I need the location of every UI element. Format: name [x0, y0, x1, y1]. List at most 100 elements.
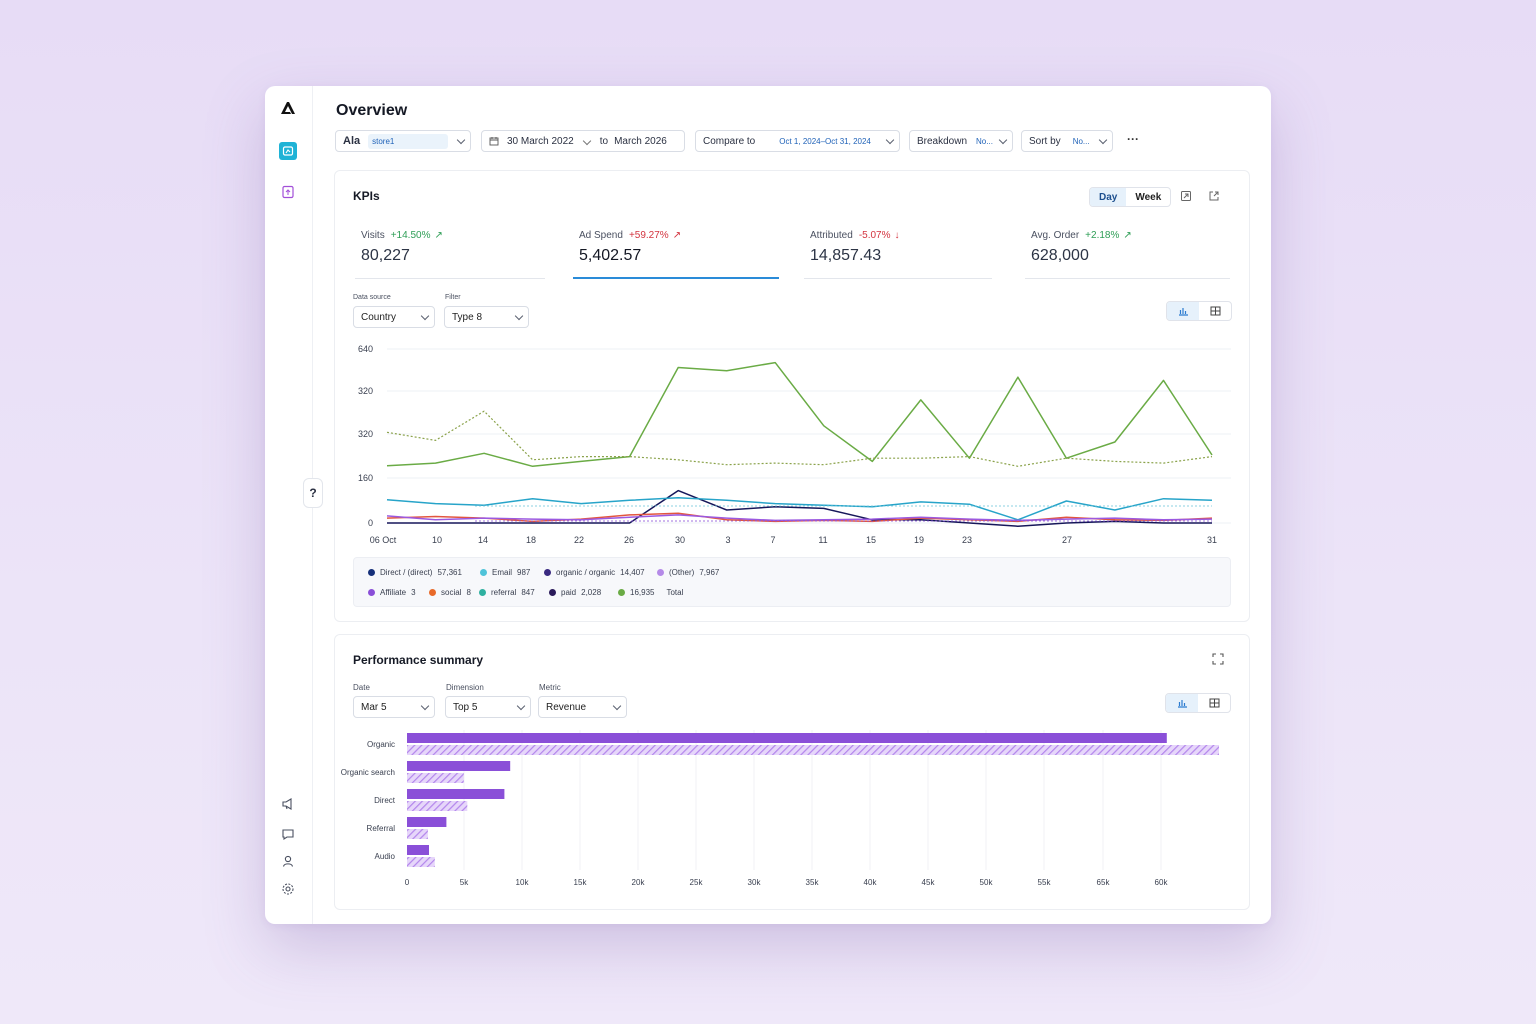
date-label: Date: [353, 683, 370, 692]
logo-icon[interactable]: [278, 98, 298, 118]
bar-current[interactable]: [407, 845, 429, 855]
week-button[interactable]: Week: [1135, 191, 1162, 203]
legend-value: 57,361: [437, 568, 462, 577]
legend-value: 3: [411, 588, 416, 597]
export-icon[interactable]: [1179, 189, 1193, 208]
kpi-value: 14,857.43: [810, 247, 882, 264]
series-line: [386, 496, 1213, 521]
date-select[interactable]: Mar 5: [353, 696, 435, 718]
reports-icon[interactable]: [278, 182, 298, 202]
bar-current[interactable]: [407, 733, 1167, 743]
table-view-icon[interactable]: [1199, 302, 1231, 320]
x-tick-label: 10: [432, 535, 442, 545]
kpi-value: 628,000: [1031, 247, 1089, 264]
breakdown-select[interactable]: Breakdown No...: [909, 130, 1013, 152]
x-tick-label: 20k: [632, 878, 646, 887]
calendar-icon: [489, 137, 499, 146]
kpi-attributed[interactable]: Attributed -5.07% ↓ 14,857.43: [804, 227, 992, 279]
x-tick-label: 60k: [1155, 878, 1169, 887]
x-tick-label: 25k: [690, 878, 704, 887]
bar-chart: 0 5k 10k 15k 20k 25k 30k 35k 40k 45k 50k 55k 65k 60k O…: [341, 730, 1219, 887]
gear-icon[interactable]: [278, 879, 298, 899]
more-options-button[interactable]: ···: [1127, 132, 1139, 146]
bar-current[interactable]: [407, 789, 505, 799]
dimension-select[interactable]: Top 5: [445, 696, 531, 718]
bar-current[interactable]: [407, 761, 511, 771]
x-tick-label: 55k: [1038, 878, 1052, 887]
legend-item[interactable]: Affiliate 3: [368, 588, 416, 597]
x-tick-label: 7: [770, 535, 775, 545]
x-tick-label: 40k: [864, 878, 878, 887]
kpi-ad-spend[interactable]: Ad Spend +59.27% ↗ 5,402.57: [573, 227, 779, 279]
data-source-select[interactable]: Country: [353, 306, 435, 328]
filter-select[interactable]: Type 8: [444, 306, 529, 328]
user-icon[interactable]: [278, 851, 298, 871]
compare-select[interactable]: Compare to Oct 1, 2024–Oct 31, 2024: [695, 130, 900, 152]
kpi-change: +59.27%: [628, 230, 669, 241]
dashboard-icon[interactable]: [279, 142, 297, 160]
legend-item[interactable]: Email 987: [480, 568, 530, 577]
metric-select[interactable]: Revenue: [538, 696, 627, 718]
legend-item[interactable]: referral 847: [479, 588, 535, 597]
y-tick-label: 0: [368, 518, 373, 528]
account-select[interactable]: Ala store1: [335, 130, 471, 152]
x-tick-label: 19: [914, 535, 924, 545]
bar-comparison[interactable]: [407, 773, 464, 783]
data-source-label: Data source: [353, 294, 391, 301]
open-external-icon[interactable]: [1207, 189, 1221, 208]
app-window: ? Overview Ala store1 30 March 2022 to M…: [265, 86, 1271, 924]
kpi-avg-order[interactable]: Avg. Order +2.18% ↗ 628,000: [1025, 227, 1230, 279]
legend-swatch: [479, 589, 486, 596]
bar-current[interactable]: [407, 817, 447, 827]
day-button[interactable]: Day: [1090, 188, 1127, 206]
table-view-icon[interactable]: [1198, 694, 1230, 712]
legend-item[interactable]: (Other) 7,967: [657, 568, 719, 577]
date-to: March 2026: [614, 135, 667, 147]
legend-item[interactable]: Direct / (direct) 57,361: [368, 568, 462, 577]
series-line: [386, 410, 1213, 467]
bar-comparison[interactable]: [407, 745, 1219, 755]
bar-comparison[interactable]: [407, 829, 428, 839]
date-from: 30 March 2022: [507, 135, 574, 147]
x-tick-label: 06 Oct: [370, 535, 397, 545]
kpis-title: KPIs: [353, 189, 380, 203]
y-tick-label: 320: [358, 386, 373, 396]
chat-icon[interactable]: [278, 824, 298, 844]
legend-swatch: [618, 589, 625, 596]
date-range-picker[interactable]: 30 March 2022 to March 2026: [481, 130, 685, 152]
legend-value: 8: [466, 588, 471, 597]
kpi-visits[interactable]: Visits +14.50% ↗ 80,227: [355, 227, 545, 279]
megaphone-icon[interactable]: [278, 794, 298, 814]
bar-comparison[interactable]: [407, 801, 468, 811]
category-label: Referral: [367, 824, 396, 833]
line-chart: 640 320 320 160 0 06 Oct 10 14 18 22 26 30 3 7 11 15 19 2…: [358, 344, 1231, 545]
x-tick-label: 35k: [806, 878, 820, 887]
date-value: Mar 5: [361, 701, 387, 713]
store-tag: store1: [368, 133, 449, 149]
dimension-label: Dimension: [446, 683, 484, 692]
bar-chart-view-icon[interactable]: [1166, 694, 1198, 712]
filter-label: Filter: [445, 294, 461, 301]
trend-up-icon: ↗: [1123, 230, 1132, 241]
series-line: [386, 514, 1213, 522]
legend-label: organic / organic: [556, 568, 616, 577]
sort-select[interactable]: Sort by No...: [1021, 130, 1113, 152]
legend-item[interactable]: social 8: [429, 588, 471, 597]
legend-item[interactable]: organic / organic 14,407: [544, 568, 645, 577]
category-label: Direct: [374, 796, 396, 805]
bar-comparison[interactable]: [407, 857, 435, 867]
fullscreen-icon[interactable]: [1212, 652, 1224, 670]
legend-item[interactable]: 16,935 Total: [618, 588, 683, 597]
x-tick-label: 31: [1207, 535, 1217, 545]
help-button[interactable]: ?: [303, 478, 323, 508]
x-tick-label: 15k: [574, 878, 588, 887]
breakdown-label: Breakdown: [917, 135, 968, 147]
category-label: Organic search: [341, 768, 395, 777]
legend-item[interactable]: paid 2,028: [549, 588, 601, 597]
bar-view-toggle: [1165, 693, 1231, 713]
kpi-value: 5,402.57: [579, 247, 642, 264]
kpi-value: 80,227: [361, 247, 410, 264]
bar-chart-view-icon[interactable]: [1167, 302, 1199, 320]
filter-value: Type 8: [452, 311, 483, 323]
legend-value: 2,028: [581, 588, 602, 597]
